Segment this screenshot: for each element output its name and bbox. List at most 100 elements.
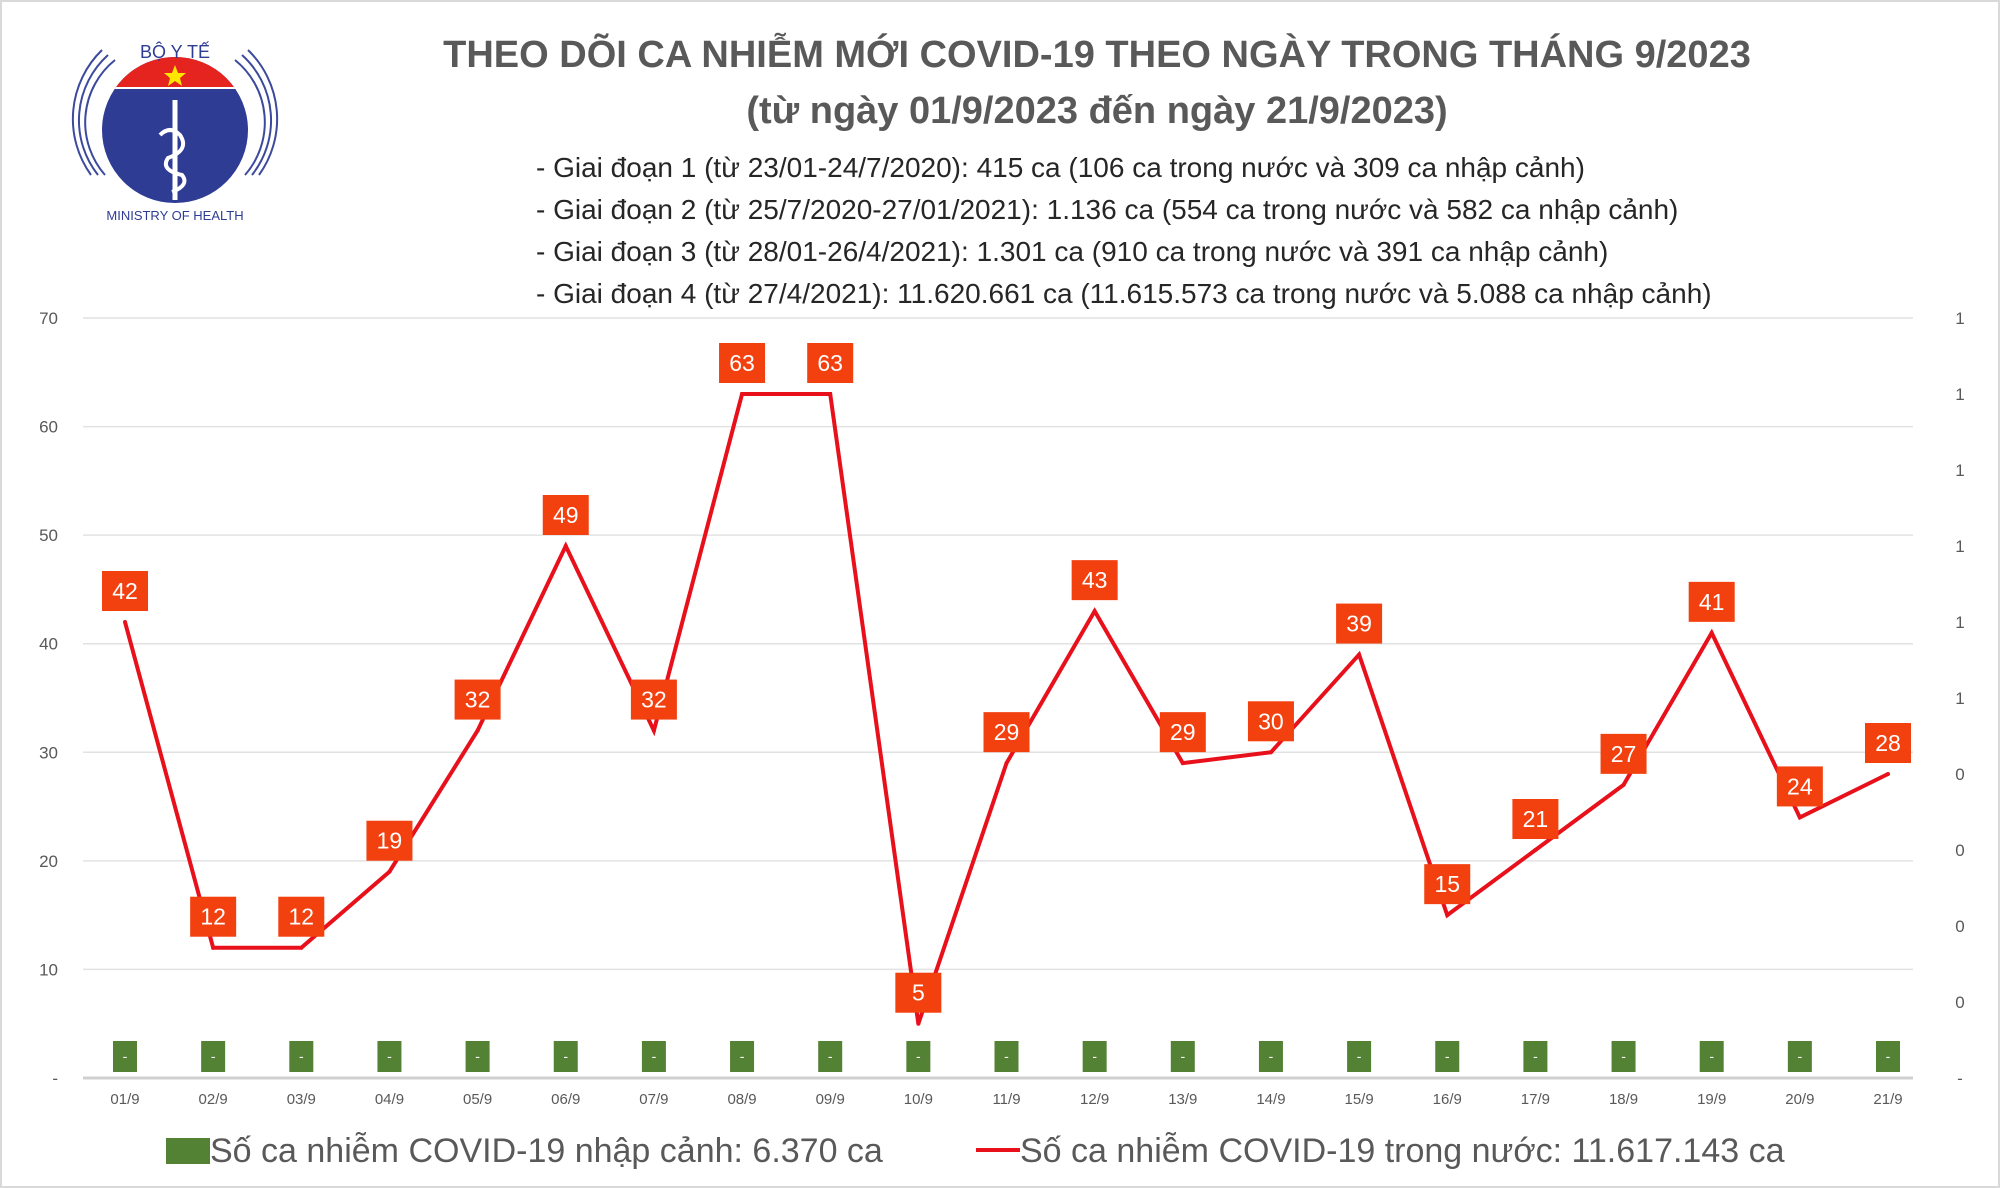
bar-data-label: - [1798, 1048, 1803, 1064]
y-tick-right: - [1957, 1069, 1963, 1088]
y-tick-left: 30 [39, 743, 58, 762]
data-label-box [983, 712, 1030, 753]
bar-data-label: - [652, 1048, 657, 1064]
bar-data-label: - [740, 1048, 745, 1064]
bar-data-label: - [1004, 1048, 1009, 1064]
y-tick-left: 10 [39, 960, 58, 979]
y-tick-right: 1 [1955, 689, 1964, 708]
domestic-point [1180, 761, 1185, 766]
line-data-label: 15 [1434, 871, 1460, 897]
legend-item-domestic: Số ca nhiễm COVID-19 trong nước: 11.617.… [976, 1132, 1785, 1171]
y-tick-right: 1 [1955, 613, 1964, 632]
domestic-cases-line [123, 392, 1889, 1025]
phase-note-2: - Giai đoạn 2 (từ 25/7/2020-27/01/2021):… [536, 194, 1679, 225]
imported-bar [289, 1041, 314, 1072]
y-tick-right: 0 [1955, 993, 1964, 1012]
domestic-point [1445, 913, 1450, 918]
x-tick-label: 13/9 [1168, 1091, 1197, 1108]
phase-notes: - Giai đoạn 1 (từ 23/01-24/7/2020): 415 … [536, 147, 1712, 315]
line-data-label: 39 [1346, 611, 1372, 637]
data-label-box [102, 571, 148, 611]
x-tick-label: 16/9 [1433, 1091, 1462, 1108]
data-label-box [895, 972, 942, 1013]
line-data-label: 63 [729, 350, 755, 376]
domestic-point [1709, 630, 1714, 635]
x-tick-label: 14/9 [1256, 1091, 1285, 1108]
domestic-point [916, 1021, 921, 1026]
line-data-label: 49 [553, 502, 579, 528]
data-label-box [1600, 733, 1647, 774]
domestic-point [828, 392, 833, 396]
x-tick-label: 19/9 [1697, 1091, 1726, 1108]
imported-bar [1787, 1041, 1812, 1072]
x-tick-label: 09/9 [816, 1091, 845, 1108]
line-data-label: 12 [200, 904, 226, 930]
line-data-label: 63 [817, 350, 843, 376]
domestic-point [1004, 761, 1009, 766]
x-tick-label: 06/9 [551, 1091, 580, 1108]
imported-bar [730, 1041, 755, 1072]
data-label-box [1865, 723, 1911, 763]
data-label-box [1688, 581, 1735, 622]
imported-bar [1347, 1041, 1372, 1072]
line-data-label: 12 [289, 904, 315, 930]
x-tick-label: 02/9 [199, 1091, 228, 1108]
x-tick-label: 15/9 [1344, 1091, 1373, 1108]
domestic-point [211, 945, 216, 950]
imported-bar [465, 1041, 490, 1072]
y-tick-left: 50 [39, 526, 58, 545]
imported-bar [113, 1041, 137, 1072]
x-tick-label: 20/9 [1785, 1091, 1814, 1108]
bar-data-label: - [1092, 1048, 1097, 1064]
x-tick-label: 11/9 [992, 1091, 1020, 1108]
x-tick-label: 21/9 [1873, 1091, 1902, 1108]
imported-bar [201, 1041, 226, 1072]
imported-bar [994, 1041, 1019, 1072]
bar-data-label: - [387, 1048, 392, 1064]
line-data-label: 19 [377, 828, 403, 854]
bar-data-label: - [1621, 1048, 1626, 1064]
phase-note-1: - Giai đoạn 1 (từ 23/01-24/7/2020): 415 … [536, 152, 1585, 183]
bar-data-label: - [299, 1048, 304, 1064]
bar-data-label: - [1269, 1048, 1274, 1064]
imported-bar [1170, 1041, 1195, 1072]
y-tick-right: 1 [1955, 385, 1964, 404]
domestic-point [123, 620, 127, 624]
x-tick-label: 05/9 [463, 1091, 492, 1108]
line-data-label: 30 [1258, 708, 1284, 734]
data-label-box [1071, 560, 1118, 601]
domestic-point [475, 728, 480, 733]
bar-data-label: - [1886, 1048, 1891, 1064]
imported-bar [1523, 1041, 1548, 1072]
line-data-label: 42 [112, 578, 138, 604]
y-tick-right: 0 [1955, 841, 1964, 860]
x-tick-label: 04/9 [375, 1091, 404, 1108]
data-label-box [454, 679, 501, 720]
domestic-point [740, 392, 745, 396]
data-label-box [1336, 603, 1383, 644]
line-data-label: 21 [1523, 806, 1549, 832]
line-data-label: 32 [641, 687, 667, 713]
x-tick-label: 08/9 [727, 1091, 756, 1108]
data-label-box [1247, 701, 1294, 742]
domestic-point [1268, 750, 1273, 755]
data-label-box [1424, 864, 1471, 905]
data-label-box [719, 343, 766, 383]
y-tick-left: 70 [39, 309, 58, 328]
x-tick-label: 12/9 [1080, 1091, 1109, 1108]
domestic-point [299, 945, 304, 950]
imported-bar [1435, 1041, 1460, 1072]
legend-item-imported: Số ca nhiễm COVID-19 nhập cảnh: 6.370 ca [166, 1132, 883, 1171]
bar-data-label: - [123, 1048, 128, 1064]
data-label-box [366, 820, 413, 861]
x-tick-label: 07/9 [639, 1091, 668, 1108]
x-tick-label: 03/9 [287, 1091, 316, 1108]
imported-bar [1611, 1041, 1636, 1072]
data-label-box [1159, 712, 1206, 753]
y-tick-right: 1 [1955, 461, 1964, 480]
imported-bar [1258, 1041, 1283, 1072]
y-tick-right: 0 [1955, 917, 1964, 936]
phase-note-4: - Giai đoạn 4 (từ 27/4/2021): 11.620.661… [536, 278, 1712, 309]
domestic-point [387, 869, 392, 874]
